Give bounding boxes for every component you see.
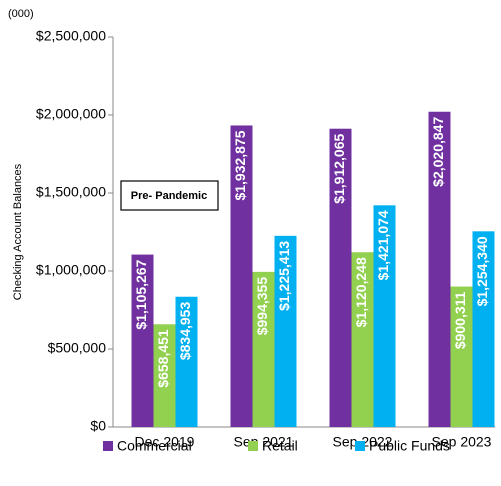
bar	[252, 271, 275, 427]
bar	[351, 252, 374, 427]
bar	[428, 111, 451, 428]
bar	[450, 286, 473, 427]
value-label: $1,912,065	[331, 134, 347, 204]
bar	[329, 128, 352, 427]
legend-swatch	[248, 441, 258, 451]
y-tick-label: $1,000,000	[36, 262, 106, 278]
value-label: $658,451	[155, 329, 171, 388]
bar	[274, 235, 297, 427]
legend-label: Public Funds	[369, 438, 450, 454]
value-label: $1,254,340	[474, 236, 490, 306]
legend-label: Retail	[262, 438, 298, 454]
y-tick-label: $0	[90, 418, 106, 434]
value-label: $994,355	[254, 277, 270, 336]
bar	[175, 296, 198, 427]
bar	[230, 125, 253, 427]
value-label: $1,932,875	[232, 130, 248, 200]
value-label: $1,120,248	[353, 257, 369, 327]
value-label: $2,020,847	[430, 117, 446, 187]
bar	[153, 324, 176, 427]
x-tick-label: Dec 2019	[135, 434, 195, 450]
bar	[131, 254, 154, 427]
x-tick-label: Sep 2023	[432, 434, 492, 450]
y-tick-label: $1,500,000	[36, 184, 106, 200]
y-tick-label: $500,000	[48, 340, 107, 356]
value-label: $900,311	[452, 291, 468, 349]
value-label: $1,421,074	[375, 210, 391, 280]
annotation: Pre- Pandemic	[131, 190, 207, 202]
value-label: $1,225,413	[276, 241, 292, 311]
bar	[373, 205, 396, 427]
legend-label: Commercial	[117, 438, 192, 454]
value-label: $1,105,267	[133, 259, 149, 329]
legend-swatch	[103, 441, 113, 451]
unit-note: (000)	[8, 8, 34, 20]
y-tick-label: $2,500,000	[36, 28, 106, 44]
annotation-box	[120, 180, 219, 211]
bar	[472, 231, 495, 427]
y-axis-label: Checking Account Balances	[12, 163, 24, 300]
value-label: $834,953	[177, 302, 193, 361]
y-tick-label: $2,000,000	[36, 106, 106, 122]
legend-swatch	[355, 441, 365, 451]
